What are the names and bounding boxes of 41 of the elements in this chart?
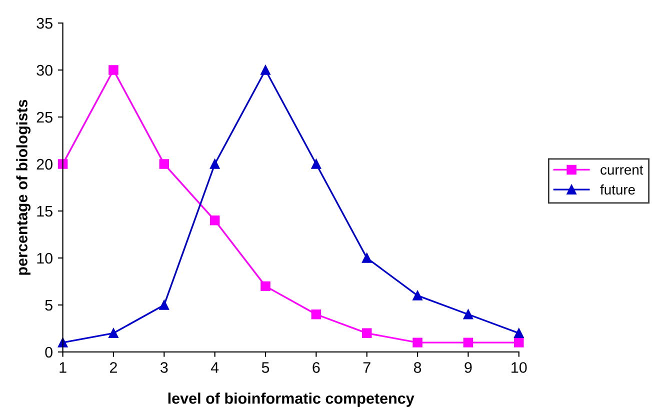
point [108,65,118,75]
x-tick-label: 9 [464,362,472,373]
point [311,159,322,169]
point [159,300,170,310]
point [412,290,422,300]
x-tick-label: 3 [160,362,168,373]
point [260,65,270,75]
point [58,159,68,169]
y-tick-label: 25 [36,112,52,123]
point [412,338,422,348]
y-axis-title: percentage of biologists [16,100,31,275]
point [514,328,524,338]
point [210,216,220,226]
point [260,281,270,292]
point [311,310,322,320]
y-tick-label: 5 [45,300,52,311]
y-tick-label: 10 [37,252,52,264]
y-tick-label: 15 [37,206,52,217]
point [210,159,220,169]
x-tick-label: 1 [60,362,66,373]
point [514,338,524,348]
y-tick-label: 35 [36,18,52,29]
x-tick-label: 4 [210,362,219,373]
x-tick-label: 6 [312,362,320,373]
x-tick-label: 8 [414,362,422,373]
y-tick-label: 0 [45,346,52,358]
y-tick-label: 30 [36,64,52,76]
legend-label: current [600,166,644,175]
point [463,310,474,320]
x-tick-label: 2 [110,362,117,373]
point [108,328,118,338]
x-tick-label: 7 [363,362,370,373]
x-axis-title: level of bioinformatic competency [168,392,414,407]
point [463,338,474,348]
x-tick-label: 10 [512,362,527,373]
x-tick-label: 5 [262,362,270,373]
point [362,253,372,263]
y-tick-label: 20 [36,158,52,170]
point [362,328,372,338]
legend-label: future [600,184,635,195]
point [159,159,170,169]
